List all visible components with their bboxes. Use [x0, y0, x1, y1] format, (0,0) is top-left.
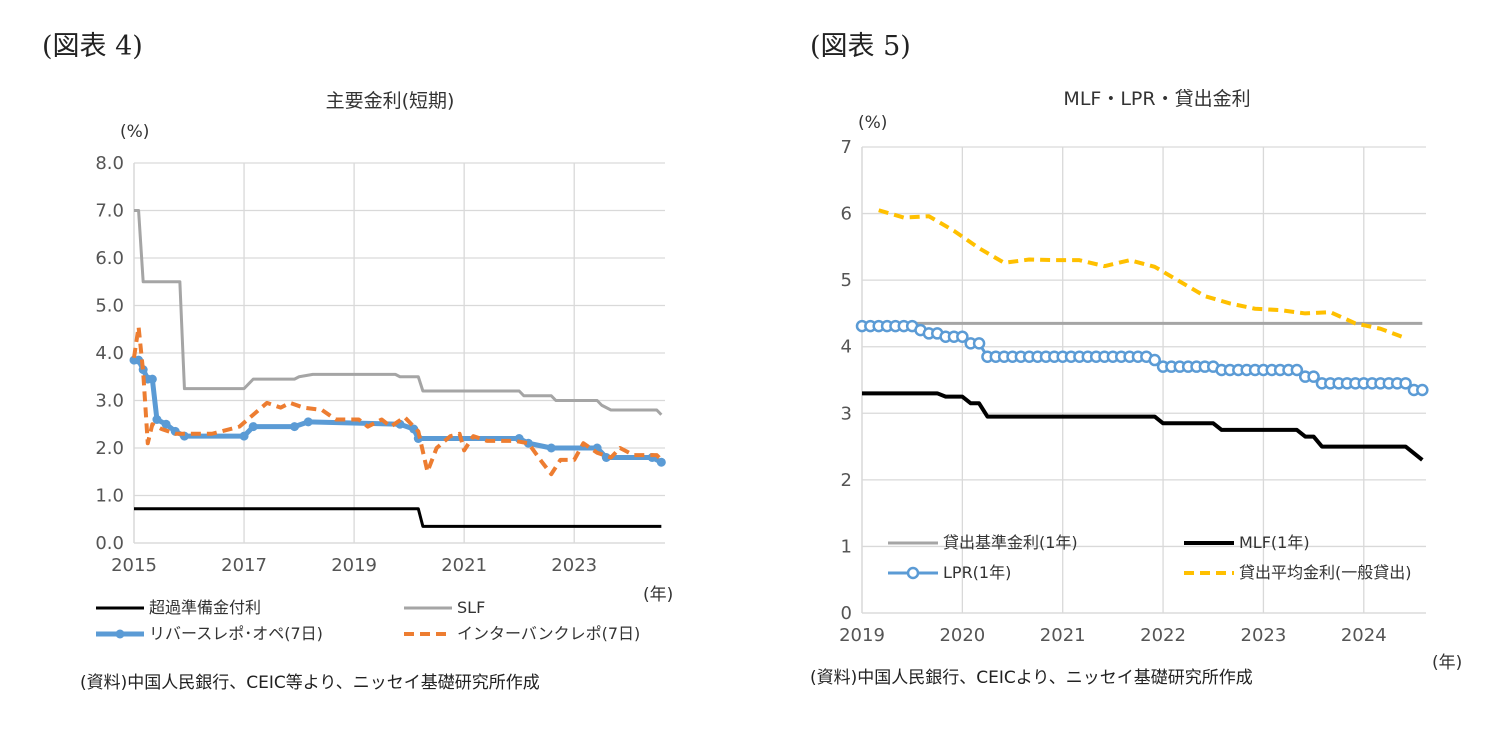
- series-line-3: [132, 324, 663, 477]
- data-point: [248, 422, 258, 432]
- y-tick-label: 7: [841, 137, 852, 158]
- legend-label: リバースレポ･オペ(7日): [149, 624, 323, 643]
- legend-label: MLF(1年): [1239, 533, 1310, 552]
- legend-label: SLF: [457, 598, 485, 617]
- series-line-0: [134, 507, 662, 528]
- series-line-1: [134, 209, 663, 416]
- series-line-3: [878, 208, 1407, 340]
- chart-4: (図表 4) 主要金利(短期) (%) (年) (資料)中国人民銀行、CEIC等より、ニ…: [42, 31, 673, 693]
- data-point: [1399, 377, 1412, 390]
- y-tick-label: 6: [841, 204, 852, 225]
- data-point: [546, 443, 556, 453]
- x-tick-label: 2019: [839, 625, 885, 646]
- y-tick-label: 1.0: [95, 486, 124, 507]
- data-point: [972, 337, 986, 350]
- y-tick-label: 4: [841, 337, 852, 358]
- data-point: [1307, 370, 1320, 383]
- y-axis-unit: (%): [120, 122, 149, 142]
- legend-label: 貸出基準金利(1年): [943, 533, 1078, 552]
- legend-label: 貸出平均金利(一般貸出): [1239, 563, 1412, 582]
- y-tick-label: 0: [841, 603, 852, 624]
- y-tick-label: 4.0: [95, 343, 124, 364]
- x-tick-label: 2022: [1140, 625, 1186, 646]
- x-axis-unit: (年): [1432, 653, 1462, 673]
- data-point: [161, 419, 171, 429]
- y-tick-label: 7.0: [95, 201, 124, 222]
- data-point: [239, 431, 249, 441]
- data-point: [147, 374, 157, 384]
- figure-label: (図表 4): [42, 31, 143, 62]
- data-point: [956, 330, 969, 343]
- series-line-1: [862, 391, 1424, 462]
- x-tick-label: 2024: [1341, 625, 1387, 646]
- legend-label: LPR(1年): [943, 563, 1011, 582]
- legend-label: インターバンクレポ(7日): [457, 624, 640, 643]
- legend-item-3: 貸出平均金利(一般貸出): [1184, 563, 1412, 582]
- data-point: [656, 457, 666, 467]
- legend-marker: [906, 566, 920, 580]
- data-point: [1148, 353, 1161, 367]
- legend-item-2: リバースレポ･オペ(7日): [96, 624, 323, 643]
- legend-item-1: MLF(1年): [1184, 533, 1310, 552]
- data-point: [303, 417, 313, 427]
- legend-item-0: 貸出基準金利(1年): [888, 533, 1078, 552]
- y-tick-label: 1: [841, 536, 852, 557]
- x-tick-label: 2023: [1241, 625, 1287, 646]
- y-axis-unit: (%): [858, 113, 887, 133]
- legend-marker: [115, 629, 125, 639]
- y-tick-label: 5: [841, 270, 852, 291]
- data-point: [152, 415, 162, 424]
- data-point: [601, 453, 611, 462]
- legend-item-2: LPR(1年): [888, 563, 1011, 582]
- data-point: [289, 422, 299, 432]
- legend-item-1: SLF: [404, 598, 485, 617]
- x-tick-label: 2020: [939, 625, 985, 646]
- x-tick-label: 2021: [441, 555, 487, 576]
- y-tick-label: 5.0: [95, 296, 124, 317]
- data-point: [1290, 363, 1304, 377]
- legend-item-3: インターバンクレポ(7日): [404, 624, 640, 643]
- y-tick-label: 2.0: [95, 438, 124, 459]
- y-tick-label: 3: [841, 403, 852, 424]
- x-tick-label: 2015: [111, 555, 157, 576]
- y-tick-label: 3.0: [95, 391, 124, 412]
- legend-item-0: 超過準備金付利: [96, 598, 261, 617]
- source-note: (資料)中国人民銀行、CEIC等より、ニッセイ基礎研究所作成: [80, 673, 540, 693]
- x-tick-label: 2021: [1040, 625, 1086, 646]
- y-tick-label: 8.0: [95, 153, 124, 174]
- chart-title: MLF・LPR・貸出金利: [1063, 88, 1250, 110]
- chart-5: (図表 5) MLF・LPR・貸出金利 (%) (年) (資料)中国人民銀行、CEICよ…: [810, 31, 1462, 688]
- y-tick-label: 6.0: [95, 248, 124, 269]
- x-tick-label: 2019: [331, 555, 377, 576]
- y-tick-label: 2: [841, 470, 852, 491]
- figure-label: (図表 5): [810, 31, 911, 62]
- x-tick-label: 2023: [551, 555, 597, 576]
- y-tick-label: 0.0: [95, 533, 124, 554]
- chart-title: 主要金利(短期): [326, 90, 455, 112]
- data-point: [1416, 383, 1429, 397]
- x-axis-unit: (年): [643, 585, 673, 605]
- x-tick-label: 2017: [221, 555, 267, 576]
- legend-label: 超過準備金付利: [149, 598, 261, 617]
- source-note: (資料)中国人民銀行、CEICより、ニッセイ基礎研究所作成: [810, 668, 1253, 688]
